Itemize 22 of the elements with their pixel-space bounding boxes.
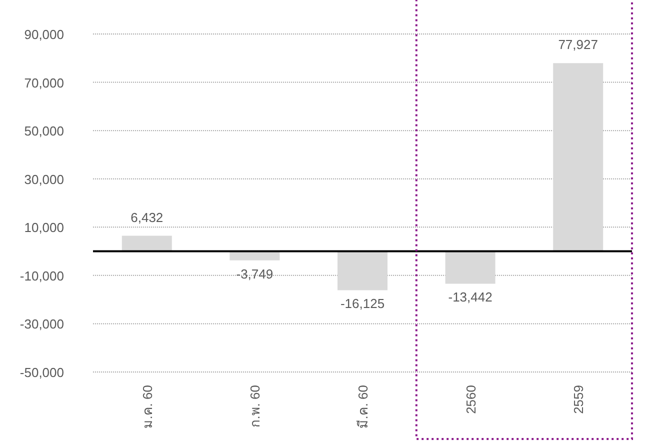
y-tick-label: -10,000 (20, 268, 64, 284)
data-label: -16,125 (340, 296, 385, 312)
y-tick-label: -30,000 (20, 316, 64, 332)
y-tick-label: 10,000 (24, 220, 64, 236)
y-tick-label: 70,000 (24, 75, 64, 90)
bar (338, 251, 388, 290)
x-tick-label: ม.ค. 60 (140, 385, 155, 428)
y-tick-label: -50,000 (20, 365, 64, 380)
y-tick-label: 30,000 (24, 172, 64, 187)
data-label: 77,927 (558, 37, 598, 52)
y-tick-label: 90,000 (24, 27, 64, 42)
bar (122, 236, 172, 252)
x-tick-label: ก.พ. 60 (248, 385, 263, 428)
bar (445, 251, 496, 284)
bar (553, 63, 604, 252)
data-label: -3,749 (236, 266, 274, 282)
y-tick-label: 50,000 (24, 124, 64, 139)
x-tick-label: 2560 (463, 385, 478, 414)
x-tick-label: มี.ค. 60 (356, 385, 370, 428)
data-label: 6,432 (130, 210, 164, 225)
x-tick-label: 2559 (571, 385, 586, 414)
data-label: -13,442 (448, 290, 492, 305)
